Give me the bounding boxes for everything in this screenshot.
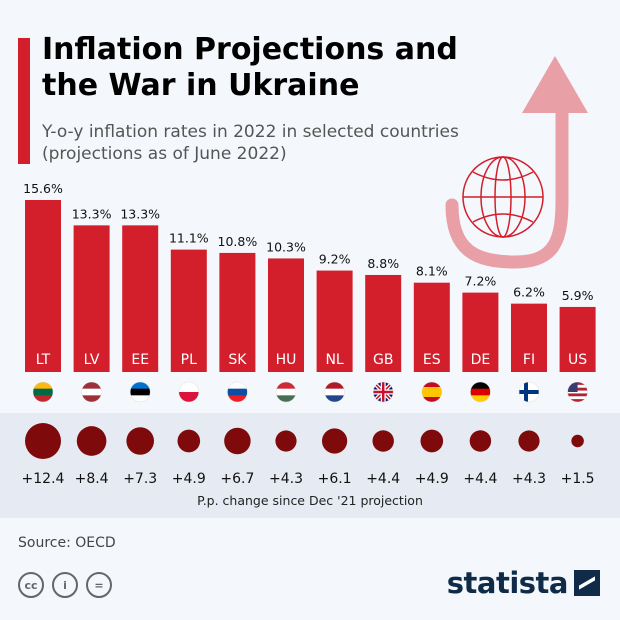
globe-icon xyxy=(462,156,544,238)
country-label-FI: FI xyxy=(523,352,535,368)
bar-FI xyxy=(511,303,547,372)
source-note: Source: OECD xyxy=(18,535,116,551)
flag-icon-FI xyxy=(519,382,539,402)
flag-outline xyxy=(178,381,200,403)
bubble-value-label-LT: +12.4 xyxy=(22,471,65,487)
flag-outline xyxy=(372,381,394,403)
bubble-SK xyxy=(224,427,251,455)
flag-outline xyxy=(275,381,297,403)
bubble-value-label-FI: +4.3 xyxy=(512,471,546,487)
flag-icon-ES xyxy=(421,382,442,402)
bubble-EE xyxy=(126,427,155,455)
flag-outline xyxy=(227,381,248,403)
country-label-EE: EE xyxy=(131,352,149,368)
bar-value-label-LT: 15.6% xyxy=(23,181,63,196)
bubble-NL xyxy=(321,428,348,454)
bar-value-label-US: 5.9% xyxy=(562,288,594,303)
bar-value-label-NL: 9.2% xyxy=(319,252,351,267)
bubble-GB xyxy=(372,430,394,452)
bar-value-label-GB: 8.8% xyxy=(367,256,399,271)
bar-HU xyxy=(268,258,304,372)
bar-EE xyxy=(122,225,159,372)
flag-icon-NL xyxy=(324,382,345,402)
bar-value-label-LV: 13.3% xyxy=(72,206,112,221)
bar-PL xyxy=(170,249,207,372)
country-label-GB: GB xyxy=(373,352,393,368)
flag-icon-LV xyxy=(81,382,102,402)
bar-value-label-FI: 6.2% xyxy=(513,285,545,300)
statista-mark-icon xyxy=(574,570,600,596)
bubble-US xyxy=(571,434,584,448)
subtitle: Y-o-y inflation rates in 2022 in selecte… xyxy=(42,122,459,164)
bubble-value-label-EE: +7.3 xyxy=(123,471,157,487)
by-person-icon[interactable]: i xyxy=(52,572,78,598)
bar-DE xyxy=(462,292,499,372)
flag-outline xyxy=(518,381,540,403)
bubble-value-label-PL: +4.9 xyxy=(172,471,206,487)
country-label-PL: PL xyxy=(181,352,197,368)
bubble-value-label-US: +1.5 xyxy=(561,471,595,487)
bubble-PL xyxy=(177,429,201,453)
bubble-LT xyxy=(25,423,61,459)
country-label-US: US xyxy=(568,352,587,368)
bar-LV xyxy=(73,225,110,372)
bar-value-label-HU: 10.3% xyxy=(266,239,306,254)
country-label-LV: LV xyxy=(84,352,100,368)
flag-icon-US xyxy=(567,382,588,402)
flag-outline xyxy=(324,381,345,403)
bubble-value-label-LV: +8.4 xyxy=(75,471,109,487)
bubble-FI xyxy=(518,430,540,452)
flag-outline xyxy=(129,381,151,403)
flag-icon-PL xyxy=(178,382,199,402)
bubble-DE xyxy=(469,430,492,452)
bubble-band xyxy=(0,413,620,518)
flag-outline xyxy=(81,381,102,403)
bar-value-label-SK: 10.8% xyxy=(218,234,258,249)
brand-name: statista xyxy=(446,566,569,600)
page-title: Inflation Projections and the War in Ukr… xyxy=(42,32,458,103)
bubble-LV xyxy=(76,426,107,456)
bubble-axis-label: P.p. change since Dec '21 projection xyxy=(197,493,423,508)
bar-value-label-DE: 7.2% xyxy=(465,274,497,289)
bubble-ES xyxy=(420,429,444,453)
bar-NL xyxy=(316,270,353,372)
bubble-value-label-ES: +4.9 xyxy=(415,471,449,487)
flag-icon-LT xyxy=(33,382,53,402)
bubble-value-label-NL: +6.1 xyxy=(318,471,352,487)
country-label-NL: NL xyxy=(325,352,343,368)
country-label-DE: DE xyxy=(471,352,491,368)
flag-icon-DE xyxy=(470,382,491,402)
country-label-SK: SK xyxy=(228,352,247,368)
flag-outline xyxy=(470,381,491,403)
nd-equals-icon[interactable]: = xyxy=(86,572,112,598)
bubble-value-label-SK: +6.7 xyxy=(220,471,254,487)
bar-ES xyxy=(413,282,450,372)
bar-SK xyxy=(219,252,256,372)
country-label-LT: LT xyxy=(36,352,51,368)
bar-value-label-ES: 8.1% xyxy=(416,264,448,279)
title-accent-bar xyxy=(18,38,30,164)
bubble-value-label-GB: +4.4 xyxy=(366,471,400,487)
cc-icon[interactable]: cc xyxy=(18,572,44,598)
country-label-ES: ES xyxy=(423,352,441,368)
flag-outline xyxy=(421,381,443,403)
bar-US xyxy=(559,306,596,372)
arrow-up-icon xyxy=(445,56,588,269)
flag-outline xyxy=(32,381,54,403)
flag-icon-HU xyxy=(276,382,296,402)
flag-icon-SK xyxy=(227,382,248,402)
bubble-HU xyxy=(275,430,297,452)
bubble-value-label-HU: +4.3 xyxy=(269,471,303,487)
bar-value-label-EE: 13.3% xyxy=(120,206,160,221)
statista-logo[interactable]: statista xyxy=(447,566,600,600)
flag-icon-EE xyxy=(130,382,151,402)
bubble-value-label-DE: +4.4 xyxy=(463,471,497,487)
flag-icon-GB xyxy=(373,382,394,402)
country-label-HU: HU xyxy=(276,352,297,368)
bar-LT xyxy=(25,200,61,372)
bar-value-label-PL: 11.1% xyxy=(169,231,209,246)
flag-outline xyxy=(567,381,588,403)
bar-GB xyxy=(365,274,402,372)
